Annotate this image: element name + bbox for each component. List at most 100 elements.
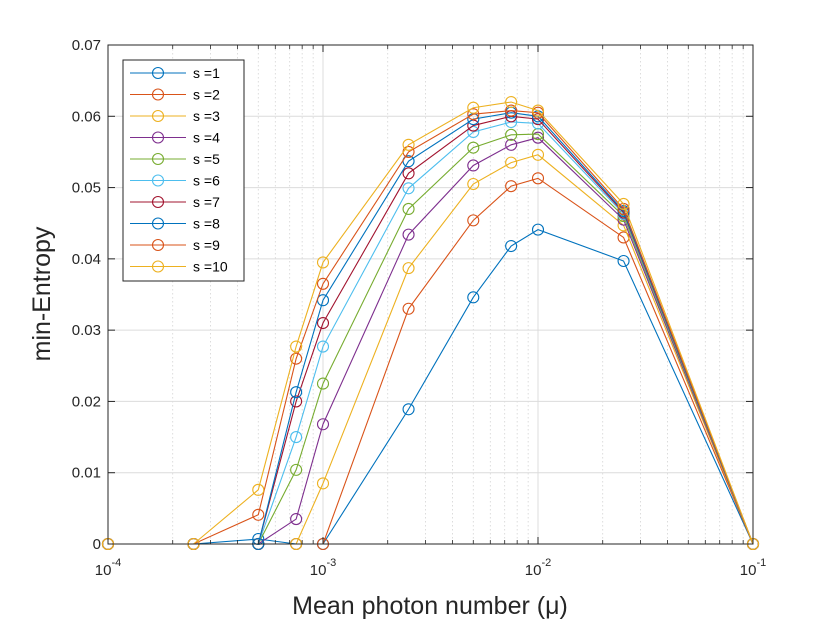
data-point [467, 214, 480, 227]
x-tick-label: 10-2 [525, 557, 551, 579]
legend-label: s =2 [193, 87, 220, 103]
data-point [290, 463, 303, 476]
legend-marker [151, 131, 165, 144]
y-tick-label: 0.07 [72, 37, 101, 54]
legend-item: s =7 [130, 194, 220, 210]
x-tick-base: 10 [95, 562, 112, 579]
legend-marker [151, 238, 165, 252]
data-point [290, 512, 303, 526]
data-point [402, 228, 415, 241]
data-point [290, 386, 303, 399]
ticks: 10-4 10-3 10-2 10-100.010.020.030.040.050.0… [72, 37, 766, 579]
data-point [252, 508, 265, 521]
legend-label: s =4 [193, 130, 220, 146]
data-point [290, 431, 303, 444]
data-point [505, 128, 518, 141]
data-point [467, 141, 480, 154]
legend-marker [151, 217, 165, 230]
x-tick-exponent: -1 [756, 557, 766, 569]
data-point [467, 177, 480, 191]
data-point [316, 316, 330, 330]
x-tick-base: 10 [525, 562, 542, 579]
x-tick-exponent: -3 [326, 557, 336, 569]
series-line [108, 229, 754, 545]
plot-frame [107, 44, 754, 545]
legend-label: s =7 [193, 194, 220, 210]
data-point [505, 104, 518, 117]
legend-marker [151, 152, 165, 166]
y-tick-label: 0.05 [72, 180, 101, 197]
x-tick-label: 10-3 [310, 557, 336, 579]
data-point [316, 418, 330, 431]
series-line [108, 101, 754, 545]
legend-item: s =3 [130, 108, 220, 124]
x-axis-title: Mean photon number (μ) [292, 592, 568, 620]
x-tick-base: 10 [310, 562, 327, 579]
data-point [467, 101, 480, 114]
y-tick-label: 0.04 [72, 251, 101, 268]
legend-item: s =2 [130, 87, 220, 103]
data-point [402, 262, 415, 275]
x-tick-label: 10-4 [95, 557, 121, 579]
data-point [316, 477, 330, 490]
data-point [467, 125, 480, 139]
data-point [290, 395, 303, 408]
x-tick-exponent: -2 [541, 557, 551, 569]
data-point [617, 254, 630, 268]
legend-item: s =5 [130, 151, 220, 167]
legend-marker [151, 174, 165, 187]
data-point [531, 148, 545, 161]
legend-box [122, 59, 245, 282]
legend-marker [151, 88, 165, 101]
data-point [402, 182, 415, 195]
legend-label: s =6 [193, 173, 220, 189]
data-point [316, 256, 330, 269]
data-point [531, 104, 545, 117]
data-point [467, 108, 480, 121]
data-point [505, 239, 518, 253]
data-point [505, 156, 518, 169]
legend-item: s =4 [130, 130, 220, 146]
data-point [402, 167, 415, 180]
legend-label: s =9 [193, 237, 220, 253]
data-point [402, 138, 415, 151]
data-point [316, 377, 330, 390]
legend-item: s =6 [130, 173, 220, 189]
y-tick-label: 0.01 [72, 465, 101, 482]
data-point [316, 340, 330, 353]
legend-marker [151, 66, 165, 80]
x-tick-label: 10-1 [740, 557, 766, 579]
data-point [505, 138, 518, 151]
legend-marker [151, 109, 165, 123]
data-point [290, 340, 303, 353]
x-tick-base: 10 [740, 562, 757, 579]
data-point [531, 131, 545, 144]
x-tick-exponent: -4 [111, 557, 121, 569]
legend-item: s =8 [130, 216, 220, 232]
data-point [617, 197, 630, 211]
legend: s =1 s =2 s =3 s =4 s =5 s =6 s =7 s =8 s =9 s =1… [122, 59, 245, 282]
series-line [108, 110, 754, 545]
legend-marker [151, 195, 165, 209]
y-tick-label: 0.02 [72, 393, 101, 410]
legend-item: s =1 [130, 65, 220, 81]
data-point [316, 277, 330, 290]
data-point [531, 172, 545, 185]
data-point [252, 483, 265, 496]
y-tick-label: 0 [93, 536, 101, 553]
data-point [531, 223, 545, 236]
data-point [402, 403, 415, 416]
y-tick-label: 0.06 [72, 108, 101, 125]
legend-label: s =1 [193, 65, 220, 81]
legend-marker [151, 260, 165, 273]
y-axis-title: min-Entropy [28, 226, 56, 361]
y-tick-label: 0.03 [72, 322, 101, 339]
legend-label: s =5 [193, 151, 220, 167]
data-point [467, 291, 480, 304]
data-point [290, 352, 303, 365]
x-axis-title-text: Mean photon number (μ) [292, 592, 568, 620]
legend-label: s =10 [193, 259, 228, 275]
legend-label: s =8 [193, 216, 220, 232]
data-point [402, 202, 415, 216]
